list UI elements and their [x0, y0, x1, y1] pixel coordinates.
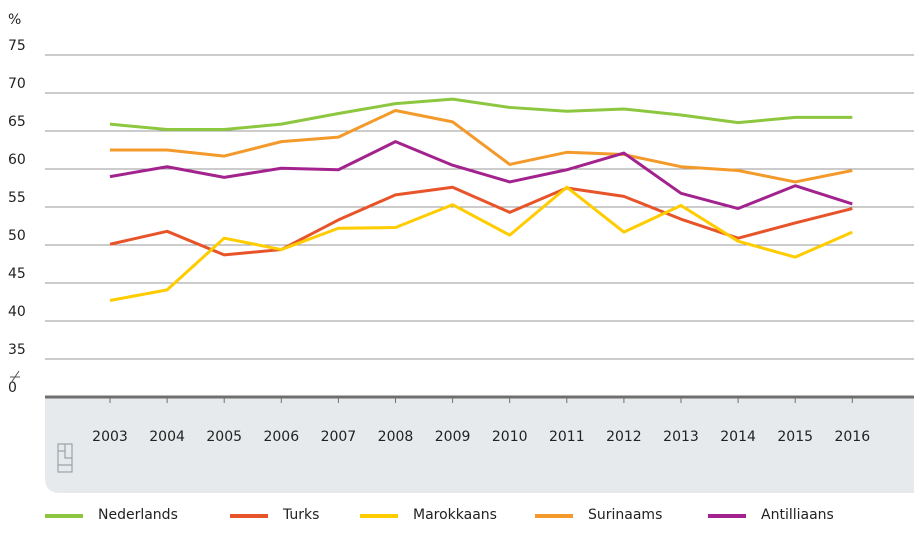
y-tick-label: 65 — [8, 114, 26, 130]
logo — [57, 443, 73, 473]
y-tick-label: 75 — [8, 38, 26, 54]
x-tick-label: 2012 — [606, 429, 642, 445]
x-tick-label: 2004 — [149, 429, 185, 445]
series-line — [109, 185, 853, 302]
y-tick-label: 0 — [8, 380, 17, 396]
y-tick-label: 70 — [8, 76, 26, 92]
y-axis-label: % — [8, 12, 21, 28]
x-tick-label: 2010 — [492, 429, 528, 445]
y-tick-label: 45 — [8, 266, 26, 282]
axis-break — [10, 370, 20, 384]
x-tick-label: 2013 — [663, 429, 699, 445]
y-tick-label: 55 — [8, 190, 26, 206]
legend-label: Antilliaans — [761, 507, 834, 523]
x-tick-label: 2014 — [720, 429, 756, 445]
legend-label: Turks — [282, 507, 319, 523]
x-tick-label: 2005 — [206, 429, 242, 445]
series-line — [109, 97, 853, 131]
x-tick-label: 2011 — [549, 429, 585, 445]
y-tick-label: 60 — [8, 152, 26, 168]
x-tick-label: 2007 — [321, 429, 357, 445]
x-axis-panel — [45, 397, 914, 493]
x-tick-label: 2008 — [378, 429, 414, 445]
legend-label: Nederlands — [98, 507, 178, 523]
x-tick-label: 2009 — [435, 429, 471, 445]
series-line — [110, 108, 853, 184]
x-tick-label: 2006 — [263, 429, 299, 445]
y-tick-label: 35 — [8, 342, 26, 358]
series-line — [109, 140, 853, 211]
x-tick-label: 2015 — [777, 429, 813, 445]
y-tick-label: 50 — [8, 228, 26, 244]
legend-label: Marokkaans — [413, 507, 497, 523]
x-tick-label: 2003 — [92, 429, 128, 445]
y-tick-label: 40 — [8, 304, 26, 320]
legend-label: Surinaams — [588, 507, 662, 523]
x-tick-label: 2016 — [834, 429, 870, 445]
